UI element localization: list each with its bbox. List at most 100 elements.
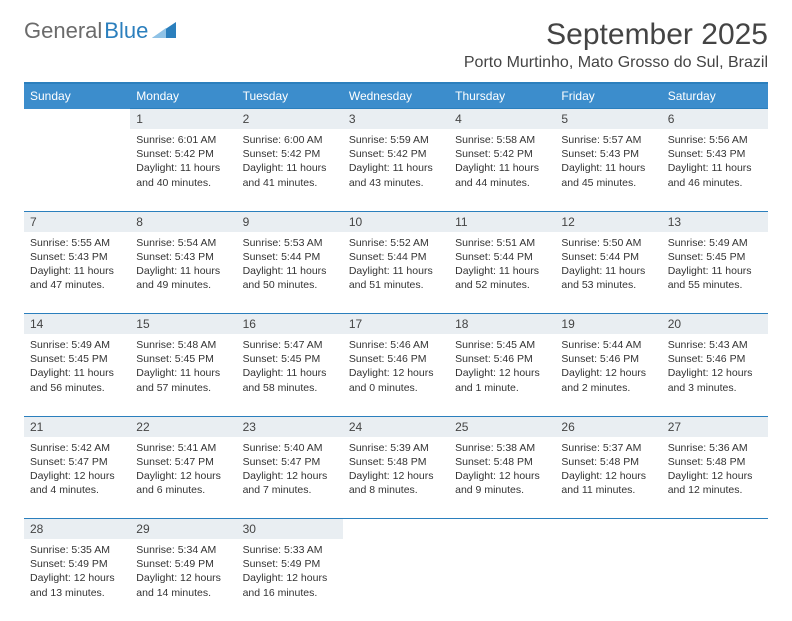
day-number: 19 <box>555 314 661 335</box>
day-cell: Sunrise: 5:34 AMSunset: 5:49 PMDaylight:… <box>130 539 236 621</box>
day-cell: Sunrise: 5:48 AMSunset: 5:45 PMDaylight:… <box>130 334 236 416</box>
day-cell: Sunrise: 5:52 AMSunset: 5:44 PMDaylight:… <box>343 232 449 314</box>
day-cell <box>662 539 768 621</box>
day-number: 10 <box>343 211 449 232</box>
day-number: 3 <box>343 109 449 130</box>
day-details: Sunrise: 5:48 AMSunset: 5:45 PMDaylight:… <box>136 338 230 395</box>
day-details: Sunrise: 5:52 AMSunset: 5:44 PMDaylight:… <box>349 236 443 293</box>
day-cell: Sunrise: 5:59 AMSunset: 5:42 PMDaylight:… <box>343 129 449 211</box>
day-details: Sunrise: 5:56 AMSunset: 5:43 PMDaylight:… <box>668 133 762 190</box>
logo: GeneralBlue <box>24 18 176 44</box>
day-cell: Sunrise: 5:46 AMSunset: 5:46 PMDaylight:… <box>343 334 449 416</box>
day-number: 20 <box>662 314 768 335</box>
day-cell: Sunrise: 5:39 AMSunset: 5:48 PMDaylight:… <box>343 437 449 519</box>
day-details: Sunrise: 5:54 AMSunset: 5:43 PMDaylight:… <box>136 236 230 293</box>
day-details: Sunrise: 5:49 AMSunset: 5:45 PMDaylight:… <box>30 338 124 395</box>
day-details: Sunrise: 5:44 AMSunset: 5:46 PMDaylight:… <box>561 338 655 395</box>
day-details: Sunrise: 5:50 AMSunset: 5:44 PMDaylight:… <box>561 236 655 293</box>
day-number: 6 <box>662 109 768 130</box>
day-number: 11 <box>449 211 555 232</box>
day-number: 14 <box>24 314 130 335</box>
day-cell <box>24 129 130 211</box>
day-details: Sunrise: 5:58 AMSunset: 5:42 PMDaylight:… <box>455 133 549 190</box>
day-details: Sunrise: 5:40 AMSunset: 5:47 PMDaylight:… <box>243 441 337 498</box>
day-details: Sunrise: 5:33 AMSunset: 5:49 PMDaylight:… <box>243 543 337 600</box>
day-cell <box>343 539 449 621</box>
day-cell: Sunrise: 5:40 AMSunset: 5:47 PMDaylight:… <box>237 437 343 519</box>
day-details: Sunrise: 5:34 AMSunset: 5:49 PMDaylight:… <box>136 543 230 600</box>
day-details: Sunrise: 5:42 AMSunset: 5:47 PMDaylight:… <box>30 441 124 498</box>
weekday-header: Tuesday <box>237 84 343 109</box>
day-number <box>343 519 449 540</box>
day-cell: Sunrise: 5:51 AMSunset: 5:44 PMDaylight:… <box>449 232 555 314</box>
day-cell: Sunrise: 5:49 AMSunset: 5:45 PMDaylight:… <box>662 232 768 314</box>
day-cell <box>449 539 555 621</box>
day-number: 16 <box>237 314 343 335</box>
weekday-header: Saturday <box>662 84 768 109</box>
day-details: Sunrise: 6:00 AMSunset: 5:42 PMDaylight:… <box>243 133 337 190</box>
day-cell: Sunrise: 5:47 AMSunset: 5:45 PMDaylight:… <box>237 334 343 416</box>
day-number: 4 <box>449 109 555 130</box>
day-cell: Sunrise: 5:54 AMSunset: 5:43 PMDaylight:… <box>130 232 236 314</box>
calendar-table: SundayMondayTuesdayWednesdayThursdayFrid… <box>24 84 768 621</box>
day-details: Sunrise: 5:47 AMSunset: 5:45 PMDaylight:… <box>243 338 337 395</box>
day-number: 15 <box>130 314 236 335</box>
day-cell <box>555 539 661 621</box>
logo-text-blue: Blue <box>104 18 148 44</box>
day-details: Sunrise: 5:59 AMSunset: 5:42 PMDaylight:… <box>349 133 443 190</box>
day-number: 27 <box>662 416 768 437</box>
day-cell: Sunrise: 5:36 AMSunset: 5:48 PMDaylight:… <box>662 437 768 519</box>
day-number: 24 <box>343 416 449 437</box>
day-number <box>555 519 661 540</box>
day-cell: Sunrise: 5:37 AMSunset: 5:48 PMDaylight:… <box>555 437 661 519</box>
day-number: 7 <box>24 211 130 232</box>
day-cell: Sunrise: 6:00 AMSunset: 5:42 PMDaylight:… <box>237 129 343 211</box>
day-cell: Sunrise: 5:42 AMSunset: 5:47 PMDaylight:… <box>24 437 130 519</box>
day-number: 23 <box>237 416 343 437</box>
day-number <box>662 519 768 540</box>
page-title: September 2025 <box>464 18 768 52</box>
day-details: Sunrise: 5:41 AMSunset: 5:47 PMDaylight:… <box>136 441 230 498</box>
day-cell: Sunrise: 5:33 AMSunset: 5:49 PMDaylight:… <box>237 539 343 621</box>
day-cell: Sunrise: 5:35 AMSunset: 5:49 PMDaylight:… <box>24 539 130 621</box>
day-cell: Sunrise: 5:56 AMSunset: 5:43 PMDaylight:… <box>662 129 768 211</box>
day-details: Sunrise: 6:01 AMSunset: 5:42 PMDaylight:… <box>136 133 230 190</box>
day-cell: Sunrise: 5:57 AMSunset: 5:43 PMDaylight:… <box>555 129 661 211</box>
day-details: Sunrise: 5:38 AMSunset: 5:48 PMDaylight:… <box>455 441 549 498</box>
day-cell: Sunrise: 5:53 AMSunset: 5:44 PMDaylight:… <box>237 232 343 314</box>
weekday-header: Wednesday <box>343 84 449 109</box>
day-details: Sunrise: 5:37 AMSunset: 5:48 PMDaylight:… <box>561 441 655 498</box>
day-number: 9 <box>237 211 343 232</box>
day-cell: Sunrise: 5:45 AMSunset: 5:46 PMDaylight:… <box>449 334 555 416</box>
day-number: 17 <box>343 314 449 335</box>
day-number: 5 <box>555 109 661 130</box>
day-number <box>449 519 555 540</box>
day-cell: Sunrise: 5:55 AMSunset: 5:43 PMDaylight:… <box>24 232 130 314</box>
day-details: Sunrise: 5:46 AMSunset: 5:46 PMDaylight:… <box>349 338 443 395</box>
day-number <box>24 109 130 130</box>
weekday-header: Monday <box>130 84 236 109</box>
day-details: Sunrise: 5:57 AMSunset: 5:43 PMDaylight:… <box>561 133 655 190</box>
day-number: 21 <box>24 416 130 437</box>
day-number: 25 <box>449 416 555 437</box>
day-details: Sunrise: 5:35 AMSunset: 5:49 PMDaylight:… <box>30 543 124 600</box>
logo-triangle-icon <box>152 18 176 44</box>
day-number: 29 <box>130 519 236 540</box>
day-number: 26 <box>555 416 661 437</box>
location-subtitle: Porto Murtinho, Mato Grosso do Sul, Braz… <box>464 54 768 72</box>
weekday-header: Sunday <box>24 84 130 109</box>
day-details: Sunrise: 5:36 AMSunset: 5:48 PMDaylight:… <box>668 441 762 498</box>
day-details: Sunrise: 5:53 AMSunset: 5:44 PMDaylight:… <box>243 236 337 293</box>
day-details: Sunrise: 5:43 AMSunset: 5:46 PMDaylight:… <box>668 338 762 395</box>
day-number: 22 <box>130 416 236 437</box>
day-details: Sunrise: 5:45 AMSunset: 5:46 PMDaylight:… <box>455 338 549 395</box>
day-number: 28 <box>24 519 130 540</box>
day-cell: Sunrise: 5:50 AMSunset: 5:44 PMDaylight:… <box>555 232 661 314</box>
day-details: Sunrise: 5:49 AMSunset: 5:45 PMDaylight:… <box>668 236 762 293</box>
logo-text-general: General <box>24 18 102 44</box>
weekday-header: Thursday <box>449 84 555 109</box>
day-cell: Sunrise: 5:58 AMSunset: 5:42 PMDaylight:… <box>449 129 555 211</box>
day-cell: Sunrise: 5:38 AMSunset: 5:48 PMDaylight:… <box>449 437 555 519</box>
day-number: 30 <box>237 519 343 540</box>
day-number: 8 <box>130 211 236 232</box>
